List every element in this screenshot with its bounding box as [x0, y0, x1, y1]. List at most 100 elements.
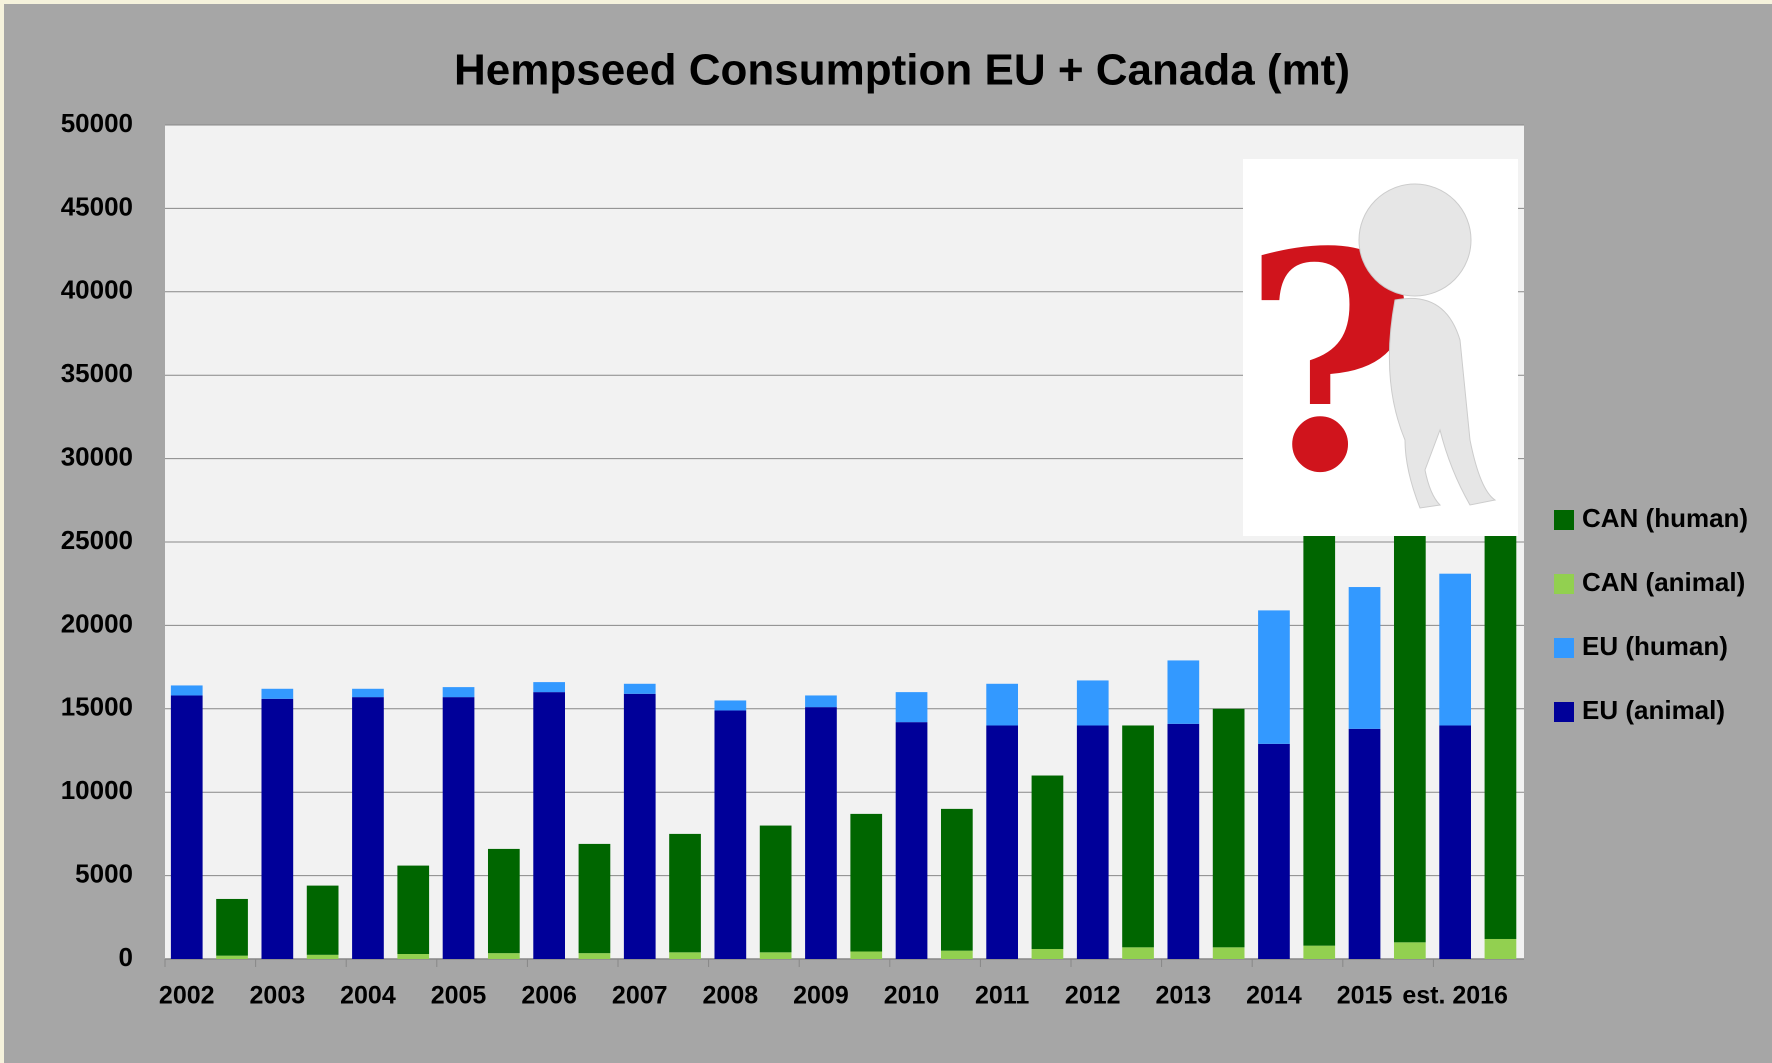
y-tick-label: 20000	[61, 608, 133, 638]
bar	[940, 808, 973, 951]
legend-label: EU (animal)	[1582, 695, 1725, 725]
figure-body	[1388, 297, 1497, 509]
bar	[940, 950, 973, 959]
bar	[442, 687, 475, 698]
x-tick-label: 2008	[703, 982, 759, 1010]
bar	[352, 688, 384, 698]
y-tick-label: 50000	[61, 108, 133, 138]
bar	[306, 885, 339, 955]
bar	[623, 683, 656, 694]
legend-swatch	[1554, 574, 1574, 594]
bar	[261, 688, 294, 699]
y-tick-label: 30000	[61, 441, 133, 471]
bar	[1212, 708, 1245, 948]
bar	[1258, 743, 1290, 959]
x-tick-label: est. 2016	[1402, 982, 1508, 1010]
bar	[216, 898, 248, 956]
bar	[1348, 587, 1381, 729]
bar	[442, 697, 475, 959]
bar	[1122, 947, 1154, 959]
bar	[170, 685, 203, 696]
bar	[1167, 723, 1200, 959]
figure-head	[1358, 183, 1472, 297]
bar	[397, 953, 430, 959]
bar	[1439, 725, 1471, 959]
bar	[1393, 942, 1426, 959]
bar	[1076, 725, 1109, 959]
bar	[261, 698, 294, 959]
bar	[895, 722, 928, 959]
legend: CAN (human) CAN (animal) EU (human) EU (ani…	[1554, 503, 1748, 725]
y-tick-label: 35000	[61, 358, 133, 388]
bar	[805, 695, 837, 708]
y-tick-label: 15000	[61, 692, 133, 722]
legend-swatch	[1554, 702, 1574, 722]
bar	[533, 682, 565, 693]
chart-title: Hempseed Consumption EU + Canada (mt)	[454, 46, 1350, 95]
bar	[850, 951, 883, 959]
bar	[1258, 610, 1290, 744]
bar	[487, 848, 520, 954]
bar	[306, 954, 339, 959]
x-tick-label: 2011	[975, 982, 1029, 1010]
bar	[759, 952, 792, 959]
picture: ?	[1242, 159, 1518, 539]
bar	[850, 813, 883, 952]
bar	[986, 725, 1018, 959]
bar	[170, 695, 203, 959]
bar	[895, 692, 928, 723]
x-tick-label: 2002	[159, 982, 215, 1010]
bar	[759, 825, 792, 953]
bar	[578, 953, 611, 959]
y-tick-label: 5000	[75, 858, 133, 888]
bar	[1348, 728, 1381, 959]
bar	[1076, 680, 1109, 726]
x-tick-label: 2003	[250, 982, 306, 1010]
y-tick-label: 0	[119, 942, 133, 972]
x-tick-label: 2007	[612, 982, 668, 1010]
bar	[805, 707, 837, 959]
x-tick-label: 2015	[1337, 982, 1393, 1010]
bar	[623, 693, 656, 959]
bar	[533, 692, 565, 959]
x-tick-label: 2009	[793, 982, 849, 1010]
bar	[1122, 725, 1154, 948]
legend-label: CAN (human)	[1582, 503, 1748, 533]
y-tick-label: 45000	[61, 191, 133, 221]
bar	[397, 865, 430, 954]
x-tick-label: 2013	[1156, 982, 1212, 1010]
bar	[1031, 775, 1064, 949]
legend-swatch	[1554, 510, 1574, 530]
legend-label: CAN (animal)	[1582, 567, 1745, 597]
x-tick-label: 2005	[431, 982, 487, 1010]
bar	[986, 683, 1018, 726]
x-tick-label: 2006	[521, 982, 577, 1010]
y-tick-label: 40000	[61, 275, 133, 305]
bar	[1031, 948, 1064, 959]
bar	[1439, 573, 1471, 726]
bar	[487, 953, 520, 959]
bar	[714, 710, 747, 959]
legend-label: EU (human)	[1582, 631, 1728, 661]
plot: 0 5000 10000 15000 20000 25000 30000 35000 40000…	[61, 108, 1524, 1010]
bar	[669, 833, 701, 953]
x-tick-label: 2014	[1246, 982, 1302, 1010]
y-tick-label: 25000	[61, 525, 133, 555]
bar	[1484, 938, 1517, 959]
bar	[1303, 945, 1336, 959]
bar	[216, 955, 248, 959]
bar	[669, 952, 701, 959]
y-tick-label: 10000	[61, 775, 133, 805]
bar	[714, 700, 747, 711]
bar	[1212, 947, 1245, 959]
legend-swatch	[1554, 638, 1574, 658]
bar	[352, 697, 384, 959]
x-tick-label: 2010	[884, 982, 940, 1010]
x-tick-label: 2012	[1065, 982, 1121, 1010]
bar	[578, 843, 611, 954]
bar	[1167, 660, 1200, 724]
x-tick-label: 2004	[340, 982, 396, 1010]
bar	[1303, 495, 1336, 946]
